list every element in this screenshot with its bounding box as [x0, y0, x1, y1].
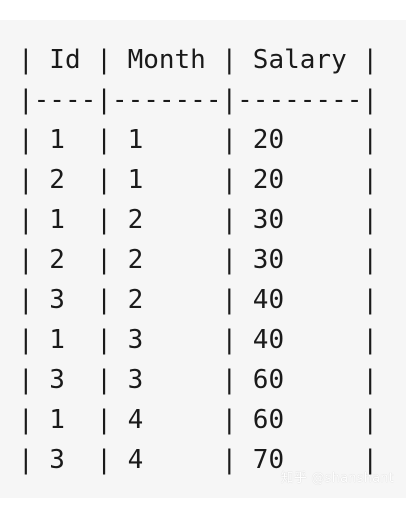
- code-line-row: | 3 | 4 | 70 |: [18, 445, 379, 475]
- code-line-row: | 2 | 1 | 20 |: [18, 165, 379, 195]
- code-lines: | Id | Month | Salary | |----|-------|--…: [18, 45, 379, 500]
- code-line-row: | 1 | 3 | 40 |: [18, 325, 379, 355]
- code-line-row: | 3 | 3 | 60 |: [18, 365, 379, 395]
- watermark: 知乎 @shanshant: [280, 471, 394, 486]
- code-block: | Id | Month | Salary | |----|-------|--…: [0, 20, 406, 498]
- code-line-separator: |----|-------|--------|: [18, 85, 379, 115]
- code-line-row: | 1 | 2 | 30 |: [18, 205, 379, 235]
- code-line-row: | 1 | 1 | 20 |: [18, 125, 379, 155]
- code-line-row: | 2 | 2 | 30 |: [18, 245, 379, 275]
- code-line-row: | 3 | 2 | 40 |: [18, 285, 379, 315]
- code-line-row: | 1 | 4 | 60 |: [18, 405, 379, 435]
- code-line-header: | Id | Month | Salary |: [18, 45, 379, 75]
